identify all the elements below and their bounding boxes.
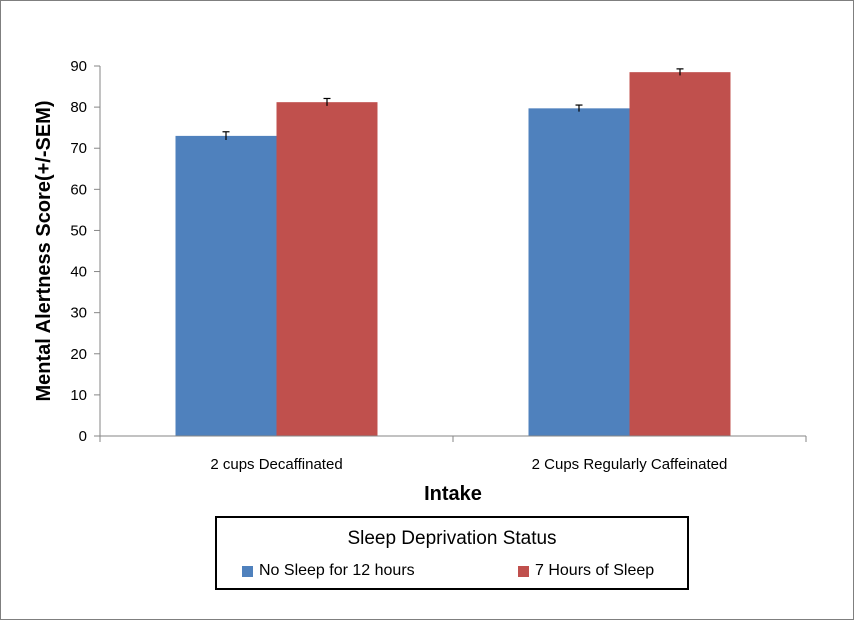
x-axis-title: Intake	[424, 483, 482, 505]
y-tick-label: 30	[70, 305, 87, 322]
y-tick-label: 80	[70, 99, 87, 116]
y-tick-label: 50	[70, 222, 87, 239]
y-tick-label: 0	[79, 428, 87, 445]
bar-7-hours-0	[276, 102, 378, 436]
legend-label-7-hours: 7 Hours of Sleep	[535, 562, 655, 579]
x-tick-label: 2 cups Decaffinated	[210, 456, 342, 473]
y-tick-label: 60	[70, 181, 87, 198]
y-tick-label: 70	[70, 140, 87, 157]
bar-no-sleep-0	[175, 135, 277, 436]
y-tick-label: 90	[70, 58, 87, 75]
legend-title: Sleep Deprivation Status	[347, 528, 557, 549]
y-tick-label: 20	[70, 346, 87, 363]
legend-item-7-hours: 7 Hours of Sleep	[518, 562, 654, 580]
legend-item-no-sleep: No Sleep for 12 hours	[242, 562, 415, 580]
x-tick-label: 2 Cups Regularly Caffeinated	[532, 456, 728, 473]
legend-swatch-no-sleep	[242, 565, 253, 577]
y-tick-label: 40	[70, 264, 87, 281]
legend: Sleep Deprivation Status No Sleep for 12…	[215, 516, 689, 590]
y-axis-title: Mental Alertness Score(+/-SEM)	[33, 100, 55, 401]
bar-7-hours-1	[629, 72, 731, 437]
legend-swatch-7-hours	[518, 565, 529, 577]
bar-no-sleep-1	[528, 108, 630, 436]
legend-label-no-sleep: No Sleep for 12 hours	[259, 562, 415, 579]
y-tick-label: 10	[70, 387, 87, 404]
